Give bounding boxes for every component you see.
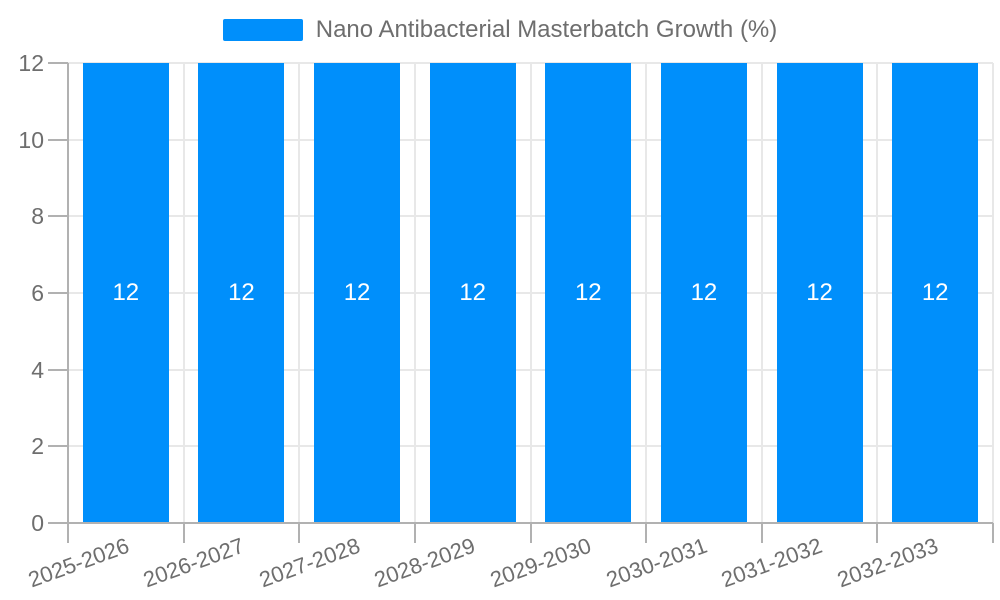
bar-2030-2031[interactable]: 12 bbox=[660, 63, 747, 523]
y-axis-tick bbox=[48, 138, 68, 141]
gridline-vertical bbox=[876, 63, 879, 523]
y-axis-label: 4 bbox=[31, 356, 44, 383]
y-axis-tick bbox=[48, 368, 68, 371]
legend-label: Nano Antibacterial Masterbatch Growth (%… bbox=[315, 16, 778, 43]
gridline-vertical bbox=[992, 63, 994, 523]
x-axis-label: 2031-2032 bbox=[718, 532, 826, 593]
x-axis-tick bbox=[760, 523, 763, 543]
x-axis-tick bbox=[67, 523, 69, 543]
bar-2032-2033[interactable]: 12 bbox=[892, 63, 979, 523]
gridline-vertical bbox=[645, 63, 648, 523]
bar-value-label: 12 bbox=[690, 279, 718, 306]
x-axis-tick bbox=[413, 523, 416, 543]
y-axis-line bbox=[67, 63, 69, 523]
y-axis-label: 6 bbox=[31, 280, 44, 306]
x-axis-tick bbox=[529, 523, 532, 543]
bar-value-label: 12 bbox=[806, 279, 833, 306]
bar-2029-2030[interactable]: 12 bbox=[545, 63, 632, 523]
gridline-vertical bbox=[298, 63, 301, 523]
gridline-vertical bbox=[182, 63, 185, 523]
x-axis-label: 2032-2033 bbox=[833, 532, 942, 593]
bar-2028-2029[interactable]: 12 bbox=[429, 63, 516, 523]
bar-2026-2027[interactable]: 12 bbox=[198, 63, 285, 523]
x-axis-label: 2030-2031 bbox=[602, 532, 711, 593]
x-axis-label: 2027-2028 bbox=[255, 532, 364, 593]
x-axis-label: 2026-2027 bbox=[140, 532, 248, 593]
chart-legend[interactable]: Nano Antibacterial Masterbatch Growth (%… bbox=[0, 16, 1000, 44]
y-axis-label: 12 bbox=[18, 50, 44, 76]
x-axis-tick bbox=[876, 523, 879, 543]
y-axis-label: 2 bbox=[31, 433, 44, 460]
y-axis-label: 8 bbox=[31, 203, 44, 230]
bar-value-label: 12 bbox=[921, 279, 949, 306]
gridline-vertical bbox=[413, 63, 416, 523]
bar-value-label: 12 bbox=[112, 279, 140, 306]
bar-2027-2028[interactable]: 12 bbox=[314, 63, 401, 523]
x-axis-tick bbox=[298, 523, 301, 543]
bar-value-label: 12 bbox=[459, 279, 487, 306]
y-axis-label: 0 bbox=[31, 510, 44, 536]
x-axis-tick bbox=[645, 523, 648, 543]
legend-swatch bbox=[222, 19, 303, 41]
x-axis-label: 2029-2030 bbox=[486, 532, 595, 593]
bar-value-label: 12 bbox=[343, 279, 371, 306]
x-axis-label: 2025-2026 bbox=[24, 532, 132, 593]
y-axis-tick bbox=[48, 292, 68, 294]
x-axis-tick bbox=[992, 523, 994, 543]
bar-2031-2032[interactable]: 12 bbox=[776, 63, 863, 523]
bar-2025-2026[interactable]: 12 bbox=[82, 63, 169, 523]
y-axis-tick bbox=[48, 445, 68, 448]
gridline-vertical bbox=[529, 63, 532, 523]
y-axis-tick bbox=[48, 522, 68, 524]
bar-value-label: 12 bbox=[574, 279, 602, 306]
gridline-vertical bbox=[760, 63, 763, 523]
y-axis-tick bbox=[48, 215, 68, 218]
x-axis-label: 2028-2029 bbox=[371, 532, 479, 593]
y-axis-tick bbox=[48, 62, 68, 64]
bar-value-label: 12 bbox=[228, 279, 255, 306]
y-axis-label: 10 bbox=[18, 126, 44, 153]
x-axis-tick bbox=[182, 523, 185, 543]
